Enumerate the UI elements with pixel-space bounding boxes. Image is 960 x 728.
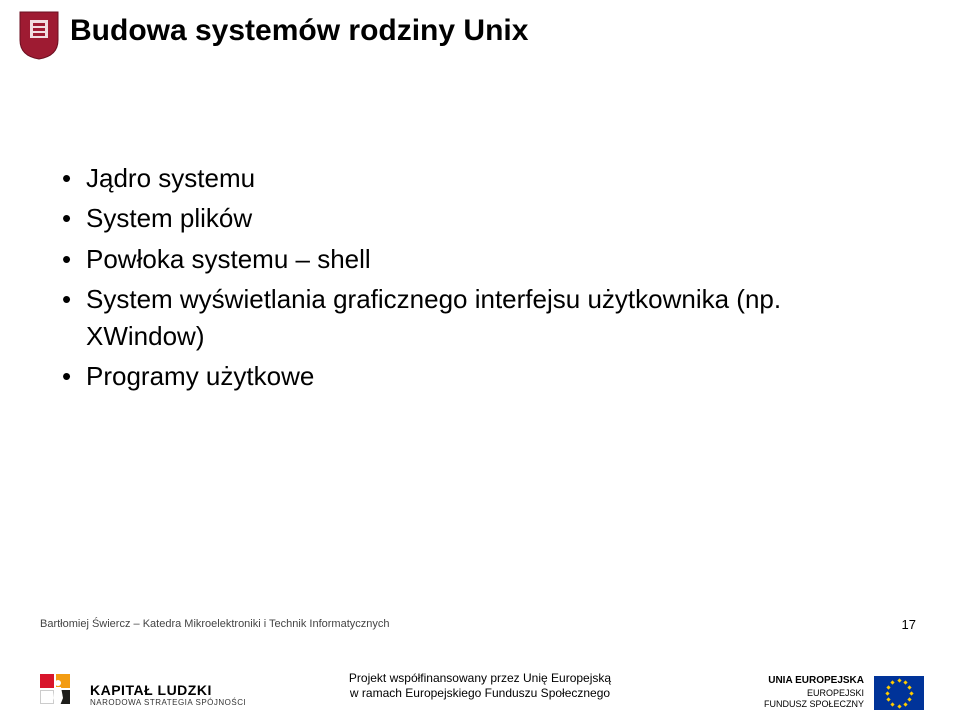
university-crest-icon (18, 10, 60, 60)
list-item: System plików (62, 200, 900, 236)
list-item: Jądro systemu (62, 160, 900, 196)
eu-flag-icon (874, 676, 924, 710)
bullet-list: Jądro systemu System plików Powłoka syst… (62, 160, 900, 394)
list-item: System wyświetlania graficznego interfej… (62, 281, 900, 354)
eu-line2: EUROPEJSKI (764, 688, 864, 699)
slide: Budowa systemów rodziny Unix Jądro syste… (0, 0, 960, 728)
footer: KAPITAŁ LUDZKI NARODOWA STRATEGIA SPÓJNO… (0, 642, 960, 728)
eu-block: UNIA EUROPEJSKA EUROPEJSKI FUNDUSZ SPOŁE… (764, 675, 924, 710)
attribution-text: Bartłomiej Świercz – Katedra Mikroelektr… (40, 618, 389, 630)
eu-line1: UNIA EUROPEJSKA (764, 675, 864, 688)
eu-line3: FUNDUSZ SPOŁECZNY (764, 699, 864, 710)
list-item: Powłoka systemu – shell (62, 241, 900, 277)
page-number: 17 (902, 617, 916, 632)
content-area: Jądro systemu System plików Powłoka syst… (62, 160, 900, 398)
list-item: Programy użytkowe (62, 358, 900, 394)
eu-text: UNIA EUROPEJSKA EUROPEJSKI FUNDUSZ SPOŁE… (764, 675, 864, 710)
page-title: Budowa systemów rodziny Unix (70, 14, 528, 48)
eu-stars-ring (886, 680, 912, 706)
